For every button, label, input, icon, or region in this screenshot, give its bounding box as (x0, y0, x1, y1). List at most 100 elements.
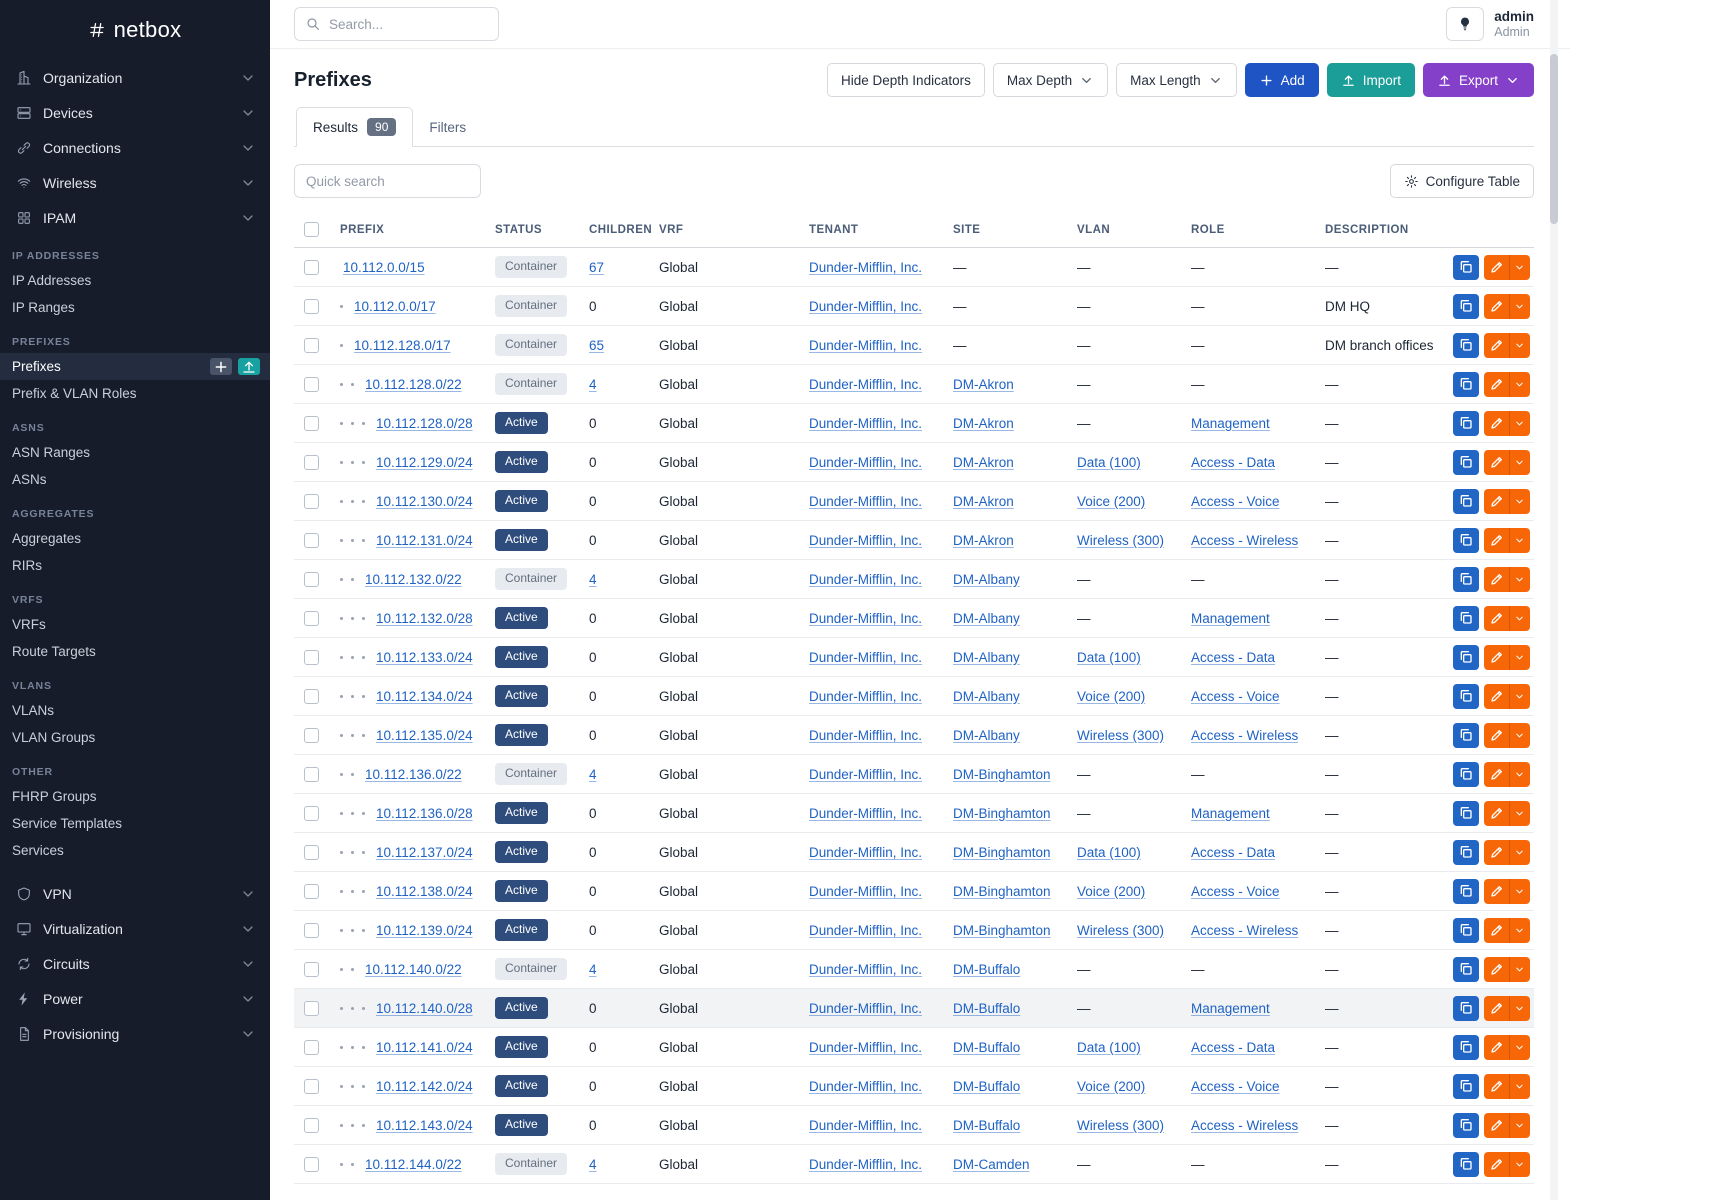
sidebar-group-vpn[interactable]: VPN (0, 876, 270, 911)
clone-button[interactable] (1453, 1073, 1479, 1099)
sidebar-group-connections[interactable]: Connections (0, 130, 270, 165)
sidebar-group-virtualization[interactable]: Virtualization (0, 911, 270, 946)
site-link[interactable]: DM-Albany (953, 688, 1020, 704)
sidebar-item-route-targets[interactable]: Route Targets (0, 638, 270, 665)
vlan-link[interactable]: Wireless (300) (1077, 1117, 1165, 1133)
vlan-link[interactable]: Wireless (300) (1077, 532, 1165, 548)
role-link[interactable]: Access - Voice (1191, 883, 1280, 899)
prefix-link[interactable]: 10.112.139.0/24 (376, 922, 473, 938)
row-checkbox[interactable] (304, 649, 319, 665)
sidebar-item-aggregates[interactable]: Aggregates (0, 525, 270, 552)
site-link[interactable]: DM-Albany (953, 571, 1020, 587)
tenant-link[interactable]: Dunder-Mifflin, Inc. (809, 1000, 923, 1016)
select-all-checkbox[interactable] (304, 222, 319, 237)
row-checkbox[interactable] (304, 1000, 319, 1016)
edit-button[interactable] (1484, 878, 1530, 904)
sidebar-item-vrfs[interactable]: VRFs (0, 611, 270, 638)
clone-button[interactable] (1453, 878, 1479, 904)
role-link[interactable]: Management (1191, 415, 1270, 431)
role-link[interactable]: Management (1191, 1000, 1270, 1016)
prefix-link[interactable]: 10.112.134.0/24 (376, 688, 473, 704)
prefix-link[interactable]: 10.112.0.0/15 (343, 259, 425, 275)
tenant-link[interactable]: Dunder-Mifflin, Inc. (809, 1156, 923, 1172)
column-header-status[interactable]: STATUS (485, 212, 579, 248)
clone-button[interactable] (1453, 644, 1479, 670)
prefix-link[interactable]: 10.112.130.0/24 (376, 493, 473, 509)
tenant-link[interactable]: Dunder-Mifflin, Inc. (809, 532, 923, 548)
tenant-link[interactable]: Dunder-Mifflin, Inc. (809, 883, 923, 899)
clone-button[interactable] (1453, 254, 1479, 280)
sidebar-item-ip-ranges[interactable]: IP Ranges (0, 294, 270, 321)
role-link[interactable]: Access - Data (1191, 649, 1276, 665)
site-link[interactable]: DM-Binghamton (953, 766, 1051, 782)
clone-button[interactable] (1453, 371, 1479, 397)
tenant-link[interactable]: Dunder-Mifflin, Inc. (809, 1078, 923, 1094)
site-link[interactable]: DM-Albany (953, 649, 1020, 665)
prefix-link[interactable]: 10.112.140.0/28 (376, 1000, 473, 1016)
column-header-prefix[interactable]: PREFIX (330, 212, 485, 248)
edit-button[interactable] (1484, 566, 1530, 592)
sidebar-item-rirs[interactable]: RIRs (0, 552, 270, 579)
max-length-dropdown[interactable]: Max Length (1116, 63, 1237, 97)
tenant-link[interactable]: Dunder-Mifflin, Inc. (809, 571, 923, 587)
prefix-link[interactable]: 10.112.138.0/24 (376, 883, 473, 899)
edit-button[interactable] (1484, 1073, 1530, 1099)
row-checkbox[interactable] (304, 337, 319, 353)
clone-button[interactable] (1453, 527, 1479, 553)
prefix-link[interactable]: 10.112.128.0/22 (365, 376, 462, 392)
netbox-logo[interactable]: netbox (0, 0, 270, 60)
quick-add-button[interactable] (210, 358, 232, 375)
prefix-link[interactable]: 10.112.132.0/22 (365, 571, 462, 587)
vlan-link[interactable]: Wireless (300) (1077, 727, 1165, 743)
site-link[interactable]: DM-Buffalo (953, 1000, 1021, 1016)
role-link[interactable]: Management (1191, 610, 1270, 626)
clone-button[interactable] (1453, 293, 1479, 319)
row-checkbox[interactable] (304, 1117, 319, 1133)
edit-button[interactable] (1484, 839, 1530, 865)
tenant-link[interactable]: Dunder-Mifflin, Inc. (809, 844, 923, 860)
site-link[interactable]: DM-Buffalo (953, 961, 1021, 977)
user-menu[interactable]: admin Admin (1494, 9, 1534, 40)
tenant-link[interactable]: Dunder-Mifflin, Inc. (809, 376, 923, 392)
tenant-link[interactable]: Dunder-Mifflin, Inc. (809, 610, 923, 626)
tenant-link[interactable]: Dunder-Mifflin, Inc. (809, 649, 923, 665)
edit-button[interactable] (1484, 254, 1530, 280)
row-checkbox[interactable] (304, 844, 319, 860)
sidebar-item-prefix-vlan-roles[interactable]: Prefix & VLAN Roles (0, 380, 270, 407)
tab-filters[interactable]: Filters (413, 107, 482, 147)
role-link[interactable]: Management (1191, 805, 1270, 821)
children-link[interactable]: 65 (589, 337, 605, 353)
vlan-link[interactable]: Data (100) (1077, 844, 1141, 860)
children-link[interactable]: 4 (589, 961, 597, 977)
role-link[interactable]: Access - Wireless (1191, 532, 1299, 548)
prefix-link[interactable]: 10.112.136.0/22 (365, 766, 462, 782)
children-link[interactable]: 4 (589, 376, 597, 392)
sidebar-group-power[interactable]: Power (0, 981, 270, 1016)
quick-import-button[interactable] (238, 358, 260, 375)
sidebar-item-service-templates[interactable]: Service Templates (0, 810, 270, 837)
clone-button[interactable] (1453, 995, 1479, 1021)
prefix-link[interactable]: 10.112.128.0/28 (376, 415, 473, 431)
sidebar-item-vlan-groups[interactable]: VLAN Groups (0, 724, 270, 751)
vlan-link[interactable]: Voice (200) (1077, 688, 1146, 704)
prefix-link[interactable]: 10.112.144.0/22 (365, 1156, 462, 1172)
edit-button[interactable] (1484, 449, 1530, 475)
tenant-link[interactable]: Dunder-Mifflin, Inc. (809, 259, 923, 275)
vlan-link[interactable]: Data (100) (1077, 649, 1141, 665)
prefix-link[interactable]: 10.112.128.0/17 (354, 337, 451, 353)
site-link[interactable]: DM-Akron (953, 454, 1014, 470)
row-checkbox[interactable] (304, 727, 319, 743)
edit-button[interactable] (1484, 800, 1530, 826)
sidebar-group-circuits[interactable]: Circuits (0, 946, 270, 981)
edit-button[interactable] (1484, 605, 1530, 631)
edit-button[interactable] (1484, 1112, 1530, 1138)
children-link[interactable]: 4 (589, 766, 597, 782)
role-link[interactable]: Access - Voice (1191, 688, 1280, 704)
role-link[interactable]: Access - Data (1191, 1039, 1276, 1055)
prefix-link[interactable]: 10.112.0.0/17 (354, 298, 436, 314)
site-link[interactable]: DM-Akron (953, 532, 1014, 548)
edit-button[interactable] (1484, 293, 1530, 319)
edit-button[interactable] (1484, 644, 1530, 670)
role-link[interactable]: Access - Wireless (1191, 922, 1299, 938)
tenant-link[interactable]: Dunder-Mifflin, Inc. (809, 493, 923, 509)
